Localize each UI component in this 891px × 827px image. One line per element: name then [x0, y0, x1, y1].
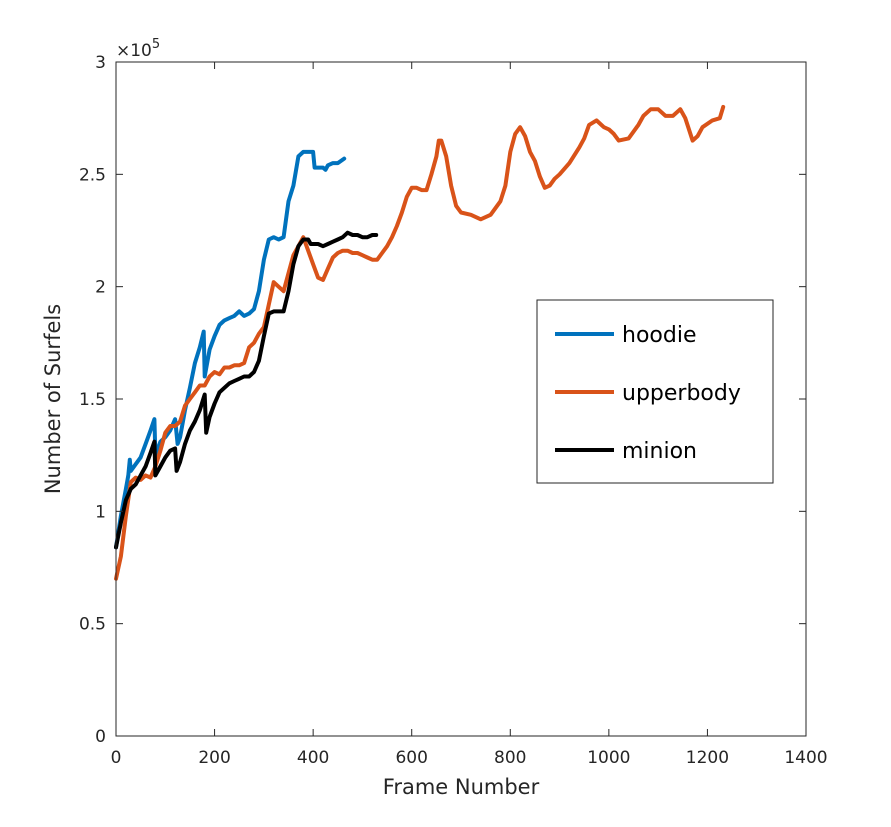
y-tick-label: 0 [95, 727, 106, 747]
x-tick-label: 400 [297, 748, 329, 768]
y-tick-label: 1 [95, 502, 106, 522]
y-tick-label: 3 [95, 53, 106, 73]
y-tick-label: 1.5 [79, 390, 106, 410]
x-tick-label: 0 [111, 748, 122, 768]
series-line-upperbody [114, 104, 726, 581]
legend-label-hoodie: hoodie [622, 323, 696, 348]
x-tick-label: 600 [395, 748, 427, 768]
legend-label-upperbody: upperbody [622, 381, 741, 406]
x-tick-label: 1000 [587, 748, 630, 768]
y-tick-label: 2 [95, 278, 106, 298]
y-exponent-label: ×105 [116, 37, 160, 61]
legend-label-minion: minion [622, 439, 697, 464]
axis-ticks: 0 200 400 600 800 1000 1200 1400 0 0.5 1 1.5 2 2.5 3 [79, 53, 828, 768]
y-tick-label: 2.5 [79, 165, 106, 185]
y-tick-label: 0.5 [79, 615, 106, 635]
series-line-minion [114, 230, 379, 550]
legend: hoodie upperbody minion [536, 299, 774, 484]
x-tick-label: 1200 [686, 748, 729, 768]
series-line-hoodie [114, 149, 347, 550]
x-axis-title: Frame Number [383, 775, 540, 799]
x-tick-label: 1400 [784, 748, 827, 768]
x-tick-label: 200 [198, 748, 230, 768]
series-lines [114, 104, 726, 581]
x-tick-label: 800 [494, 748, 526, 768]
y-axis-title: Number of Surfels [41, 304, 65, 494]
